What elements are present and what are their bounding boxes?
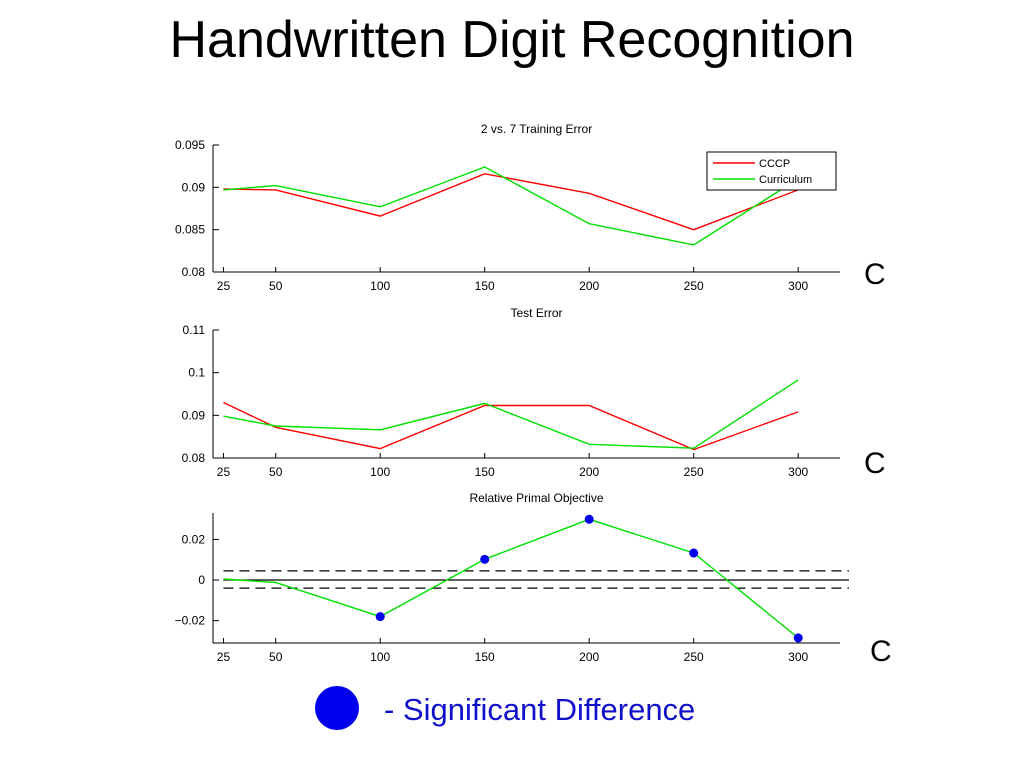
y-tick-label: 0.02	[182, 532, 206, 546]
y-tick-label: −0.02	[175, 614, 206, 628]
x-tick-label: 250	[684, 279, 704, 293]
x-tick-label: 100	[370, 279, 390, 293]
significance-note: - Significant Difference	[384, 692, 696, 727]
y-tick-label: 0.09	[182, 408, 206, 422]
x-tick-label: 300	[788, 465, 808, 479]
significant-point	[375, 612, 385, 622]
chart-title: Relative Primal Objective	[469, 491, 603, 505]
legend-entry: CCCP	[759, 158, 790, 170]
y-tick-label: 0.095	[175, 138, 205, 152]
x-tick-label: 200	[579, 279, 599, 293]
test-error-chart: Test Error 0.08 0.09 0.1 0.11 25 50 100 150 200 25…	[182, 306, 840, 479]
x-tick-label: 300	[788, 650, 808, 664]
y-tick-label: 0.085	[175, 223, 205, 237]
significant-point	[584, 514, 594, 524]
legend-entry: Curriculum	[759, 174, 812, 186]
x-tick-label: 50	[269, 279, 283, 293]
legend-box	[706, 151, 837, 191]
x-tick-label: 250	[684, 465, 704, 479]
series-line-cccp	[223, 173, 799, 231]
y-tick-label: 0.1	[188, 366, 205, 380]
slide-title: Handwritten Digit Recognition	[169, 11, 855, 69]
x-tick-label: 100	[370, 465, 390, 479]
x-tick-label: 150	[475, 279, 495, 293]
x-tick-label: 300	[788, 279, 808, 293]
series-line-cccp	[223, 401, 799, 451]
relative-primal-objective-chart: Relative Primal Objective −0.02 0 0.02 25 50 1…	[175, 491, 849, 664]
x-tick-label: 25	[217, 279, 231, 293]
y-tick-label: 0.09	[182, 180, 206, 194]
significant-point	[689, 548, 699, 558]
y-tick-label: 0.08	[182, 451, 206, 465]
side-mark-2: C	[864, 447, 886, 480]
side-mark-1: C	[864, 258, 886, 291]
chart-title: Test Error	[510, 306, 562, 320]
x-tick-label: 100	[370, 650, 390, 664]
x-tick-label: 250	[684, 650, 704, 664]
x-tick-label: 150	[475, 650, 495, 664]
x-tick-label: 50	[269, 465, 283, 479]
side-mark-3: C	[870, 635, 892, 668]
training-error-chart: 2 vs. 7 Training Error 0.08 0.085 0.09 0.095…	[175, 122, 840, 293]
series-line-relative-primal-objective	[223, 518, 799, 639]
y-tick-label: 0.08	[182, 265, 206, 279]
y-tick-label: 0.11	[183, 323, 206, 337]
series-line-curriculum	[223, 166, 799, 246]
x-tick-label: 25	[217, 650, 231, 664]
x-tick-label: 150	[475, 465, 495, 479]
x-tick-label: 50	[269, 650, 283, 664]
chart-title: 2 vs. 7 Training Error	[481, 122, 592, 136]
y-tick-label: 0	[198, 573, 205, 587]
significant-point	[793, 633, 803, 643]
series-line-curriculum	[223, 379, 799, 449]
significant-point	[480, 554, 490, 564]
x-tick-label: 25	[217, 465, 231, 479]
significance-dot-icon	[315, 686, 359, 730]
x-tick-label: 200	[579, 465, 599, 479]
x-tick-label: 200	[579, 650, 599, 664]
